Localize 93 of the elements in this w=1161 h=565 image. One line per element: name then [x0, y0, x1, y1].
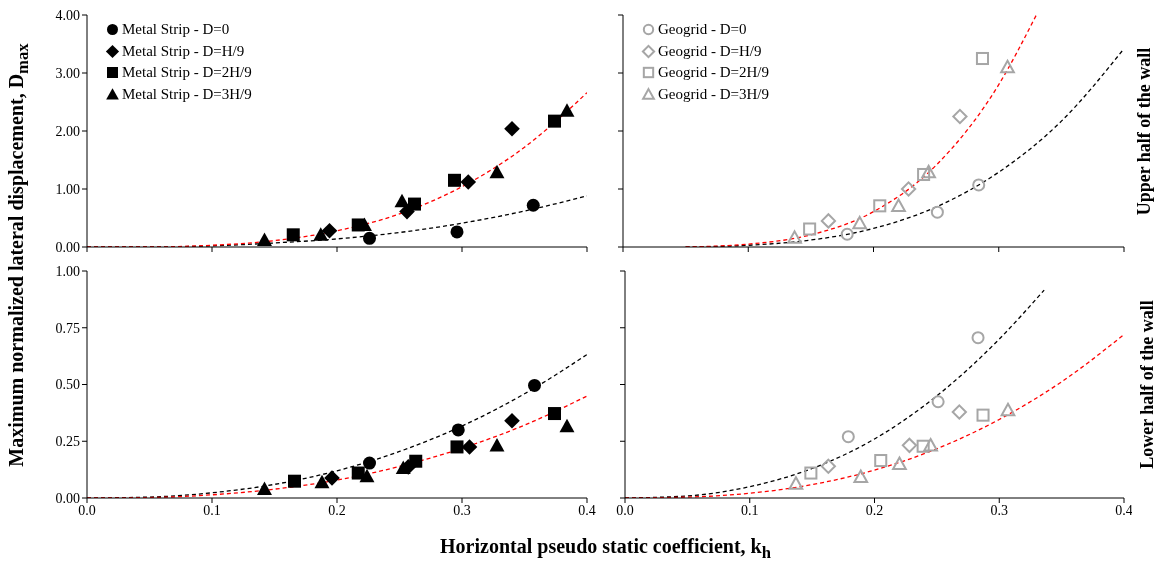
point — [874, 454, 888, 468]
point — [971, 331, 985, 345]
x-tick-label: 0.3 — [453, 502, 471, 518]
point — [450, 440, 464, 454]
text: Lower half of the wall — [1136, 300, 1158, 469]
point — [951, 404, 967, 420]
x-tick-label: 0.0 — [616, 502, 634, 518]
point — [952, 108, 968, 125]
x-tick-label: 0.2 — [865, 502, 884, 518]
point — [408, 197, 421, 211]
text: Upper half of the wall — [1134, 47, 1156, 215]
y-tick-label: 3.00 — [55, 65, 80, 81]
point — [931, 395, 945, 409]
point — [363, 456, 376, 470]
legend-label: Geogrid - D=H/9 — [658, 41, 762, 61]
legend-label: Metal Strip - D=0 — [122, 20, 230, 39]
point — [921, 164, 936, 179]
legend-label: Metal Strip - D=H/9 — [122, 41, 245, 61]
x-tick-label: 0.1 — [741, 502, 759, 518]
point — [852, 215, 868, 230]
y-tick-label: 4.00 — [55, 7, 80, 23]
point — [976, 408, 990, 422]
y-tick-label: 1.00 — [55, 263, 80, 279]
point — [841, 430, 855, 444]
point — [257, 232, 272, 247]
point — [975, 51, 989, 66]
y-tick-label: 0.25 — [55, 434, 80, 450]
point — [1000, 59, 1015, 74]
point — [528, 378, 541, 392]
x-tick-label: 0.1 — [203, 502, 221, 518]
point — [972, 178, 986, 192]
point — [548, 114, 561, 128]
point — [363, 231, 376, 245]
point — [448, 173, 461, 187]
point — [526, 198, 540, 212]
point — [548, 407, 561, 421]
point — [461, 439, 478, 455]
y-tick-label: 0.50 — [55, 377, 80, 393]
point — [450, 225, 464, 239]
point — [489, 164, 505, 179]
y-tick-label: 2.00 — [55, 123, 80, 139]
point — [451, 423, 465, 437]
point — [917, 167, 931, 182]
point — [313, 227, 329, 241]
point — [873, 199, 887, 213]
point — [394, 193, 410, 208]
point — [504, 413, 520, 429]
legend-label: Metal Strip - D=2H/9 — [122, 63, 252, 82]
point — [788, 476, 804, 490]
point — [787, 230, 802, 244]
y-tick-label: 1.00 — [55, 181, 80, 197]
point — [489, 438, 505, 452]
point — [314, 474, 330, 489]
x-tick-label: 0.0 — [78, 502, 96, 518]
point — [321, 222, 338, 239]
point — [395, 460, 411, 475]
point — [900, 181, 917, 197]
point — [257, 481, 272, 495]
point — [351, 466, 365, 480]
legend-label: Metal Strip - D=3H/9 — [122, 84, 252, 104]
point — [359, 468, 375, 483]
x-tick-label: 0.4 — [578, 502, 596, 518]
legend-label: Geogrid - D=2H/9 — [658, 63, 769, 82]
legend-label: Geogrid - D=0 — [658, 20, 747, 39]
point — [840, 227, 854, 241]
point — [916, 439, 930, 453]
point — [1000, 402, 1016, 417]
point — [504, 120, 520, 137]
y-tick-label: 0.00 — [55, 490, 80, 506]
point — [286, 228, 300, 242]
x-axis-title: Horizontal pseudo static coefficient, k$_{h}$ — [439, 535, 772, 563]
point — [820, 213, 837, 229]
point — [923, 437, 938, 452]
legend-label: Geogrid - D=3H/9 — [658, 84, 769, 104]
y-tick-label: 0.00 — [55, 239, 80, 255]
point — [409, 454, 423, 468]
y-tick-label: 0.75 — [55, 320, 80, 336]
point — [891, 198, 906, 212]
point — [803, 222, 817, 236]
point — [288, 474, 301, 488]
point — [820, 458, 836, 474]
point — [559, 418, 575, 433]
x-tick-label: 0.3 — [990, 502, 1008, 518]
point — [804, 466, 818, 480]
point — [901, 437, 918, 453]
point — [853, 469, 869, 483]
point — [324, 470, 340, 486]
point — [892, 456, 907, 471]
point — [930, 205, 944, 219]
point — [460, 174, 477, 190]
point — [559, 103, 575, 117]
x-tick-label: 0.2 — [328, 502, 346, 518]
x-tick-label: 0.4 — [1115, 502, 1133, 518]
